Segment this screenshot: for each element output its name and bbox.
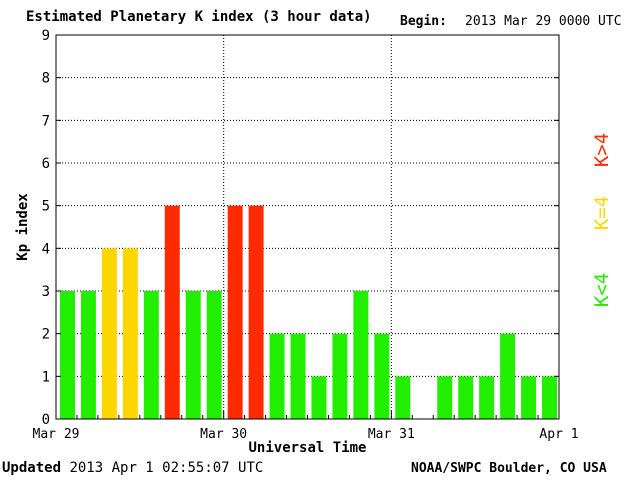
kp-bar <box>248 205 264 419</box>
y-tick-label: 8 <box>42 71 50 87</box>
kp-bar <box>143 291 159 419</box>
kp-bar <box>290 333 306 419</box>
legend-item: K>4 <box>591 133 613 167</box>
updated-label: Updated <box>2 460 62 476</box>
x-tick-label: Mar 29 <box>33 427 80 442</box>
credit-text: NOAA/SWPC Boulder, CO USA <box>411 461 607 476</box>
kp-bar <box>206 291 222 419</box>
kp-bar <box>80 291 96 419</box>
y-tick-label: 9 <box>42 28 50 44</box>
x-tick-label: Mar 30 <box>200 427 247 442</box>
updated-timestamp: Updated 2013 Apr 1 02:55:07 UTC <box>2 460 263 476</box>
chart-title: Estimated Planetary K index (3 hour data… <box>26 9 372 25</box>
kp-bar <box>458 376 474 419</box>
kp-bar <box>122 248 138 419</box>
kp-bar <box>60 291 75 419</box>
updated-value: 2013 Apr 1 02:55:07 UTC <box>69 460 264 476</box>
kp-bar <box>101 248 117 419</box>
kp-bar <box>353 291 369 419</box>
begin-value: 2013 Mar 29 0000 UTC <box>465 14 622 29</box>
y-axis-label: Kp index <box>15 193 31 261</box>
y-tick-label: 4 <box>42 241 50 257</box>
y-tick-label: 3 <box>42 284 50 300</box>
y-tick-label: 2 <box>42 327 50 343</box>
kp-bar <box>479 376 495 419</box>
kp-bar <box>437 376 453 419</box>
x-tick-label: Mar 31 <box>368 427 415 442</box>
x-axis-label: Universal Time <box>248 440 366 456</box>
kp-bar <box>500 333 516 419</box>
legend-item: K<4 <box>591 273 613 307</box>
y-tick-label: 6 <box>42 156 50 172</box>
y-tick-label: 1 <box>42 369 50 385</box>
kp-bar <box>269 333 285 419</box>
legend-item: K=4 <box>591 196 613 230</box>
kp-bar <box>542 376 557 419</box>
y-tick-label: 0 <box>42 412 50 428</box>
begin-label: Begin: <box>400 14 447 29</box>
kp-bar <box>164 205 180 419</box>
kp-bar <box>332 333 348 419</box>
kp-bar <box>395 376 411 419</box>
x-tick-label: Apr 1 <box>539 427 578 442</box>
y-tick-label: 5 <box>42 199 50 215</box>
y-tick-label: 7 <box>42 113 50 129</box>
kp-bar <box>185 291 201 419</box>
kp-bar <box>374 333 390 419</box>
kp-bar <box>521 376 537 419</box>
kp-bar <box>311 376 327 419</box>
kp-bar <box>227 205 243 419</box>
